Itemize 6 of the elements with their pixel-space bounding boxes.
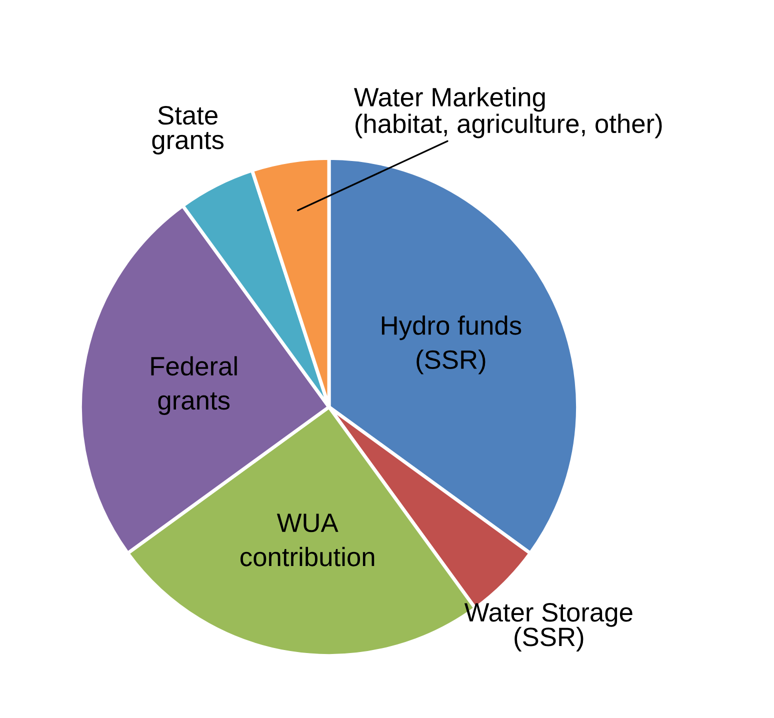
slice-label: Water Marketing (habitat, agriculture, other) — [354, 87, 662, 138]
slice-label: Hydro funds (SSR) — [382, 315, 522, 374]
slice-label: State grants — [152, 106, 224, 154]
slice-label: Federal grants — [151, 356, 237, 415]
slice-label: WUA contribution — [240, 514, 374, 566]
slice-label: Water Storage (SSR) — [464, 603, 632, 652]
